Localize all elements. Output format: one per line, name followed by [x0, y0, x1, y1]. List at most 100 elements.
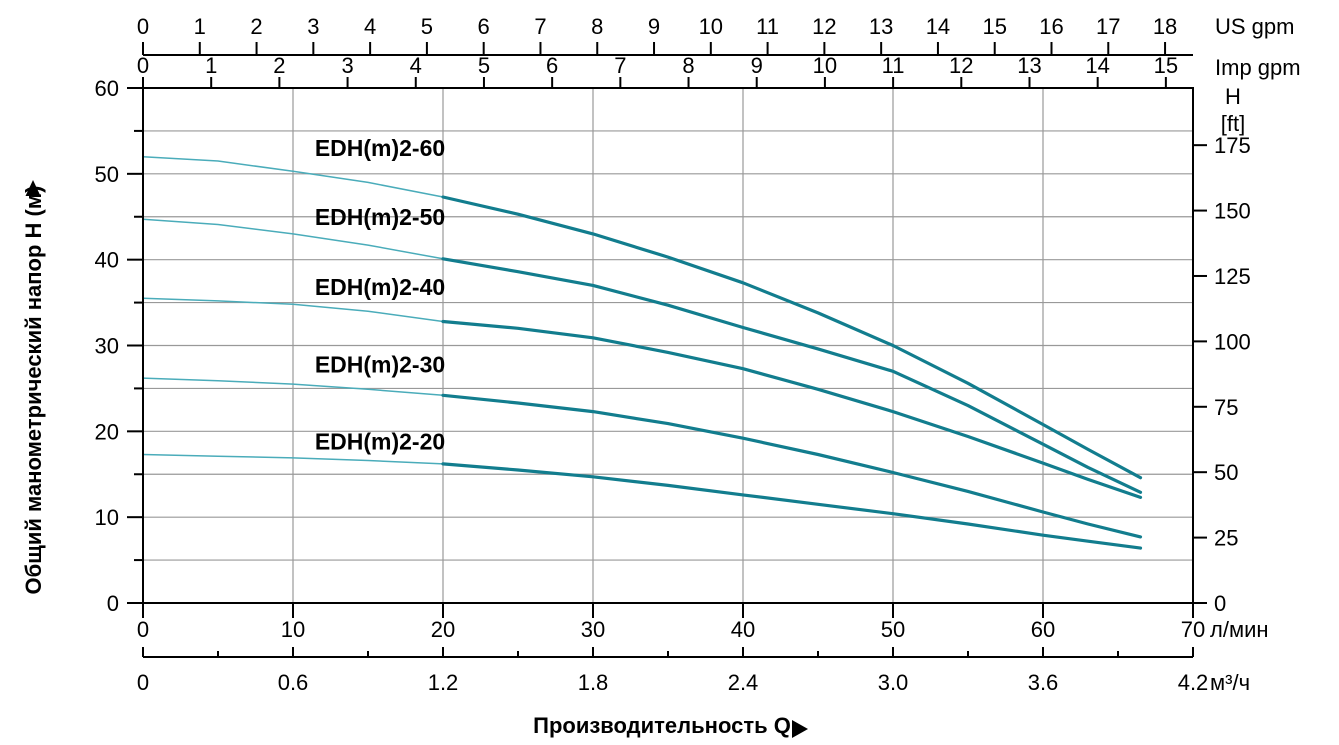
m3h-tick-label: 3.6: [1028, 670, 1059, 695]
right-axis-unit-h: H: [1225, 84, 1241, 109]
m3h-tick-label: 2.4: [728, 670, 759, 695]
m3h-tick-label: 0: [137, 670, 149, 695]
imp-tick-label: 6: [546, 53, 558, 78]
us-tick-label: 5: [421, 14, 433, 39]
imp-tick-label: 14: [1085, 53, 1109, 78]
m3h-unit-label: м³/ч: [1210, 670, 1250, 695]
pump-curve-edh-m-2-30: [441, 393, 1143, 539]
lpm-unit-label: л/мин: [1210, 617, 1269, 642]
grid-lines: [143, 88, 1193, 603]
pump-curve-edh-m-2-30-lowflow: [142, 377, 444, 397]
m3h-tick-label: 1.8: [578, 670, 609, 695]
us-tick-label: 14: [926, 14, 950, 39]
y-tick-label: 0: [107, 591, 119, 616]
imp-tick-label: 5: [478, 53, 490, 78]
us-tick-label: 18: [1153, 14, 1177, 39]
ft-tick-label: 50: [1214, 460, 1238, 485]
pump-curves: [142, 155, 1143, 550]
us-tick-label: 13: [869, 14, 893, 39]
us-tick-label: 9: [648, 14, 660, 39]
us-tick-label: 11: [756, 14, 779, 39]
us-tick-label: 16: [1039, 14, 1063, 39]
us-tick-label: 3: [307, 14, 319, 39]
us-tick-label: 0: [137, 14, 149, 39]
ft-tick-label: 100: [1214, 329, 1251, 354]
m3h-tick-label: 1.2: [428, 670, 459, 695]
imp-tick-label: 9: [751, 53, 763, 78]
chart-generated-content: EDH(m)2-60 EDH(m)2-50 EDH(m)2-40 EDH(m)2-30…: [95, 14, 1251, 695]
imp-tick-label: 2: [273, 53, 285, 78]
y-tick-label: 50: [95, 162, 119, 187]
y-tick-label: 60: [95, 76, 119, 101]
pump-curve-edh-m-2-60: [441, 195, 1143, 480]
curve-label: EDH(m)2-20: [315, 429, 445, 455]
imp-tick-label: 7: [614, 53, 626, 78]
m3h-tick-label: 0.6: [278, 670, 309, 695]
lpm-tick-label: 70: [1181, 617, 1205, 642]
y-tick-label: 40: [95, 248, 119, 273]
imp-tick-label: 3: [341, 53, 353, 78]
curve-label: EDH(m)2-40: [315, 274, 445, 300]
y-tick-label: 10: [95, 505, 119, 530]
imp-tick-label: 4: [410, 53, 422, 78]
pump-curve-edh-m-2-50: [441, 257, 1143, 494]
curve-label: EDH(m)2-30: [315, 351, 445, 377]
x-axis-lpm: 0 10 20 30 40 50 60 70: [137, 603, 1205, 642]
y-tick-label: 20: [95, 419, 119, 444]
us-tick-label: 17: [1096, 14, 1120, 39]
y-tick-label: 30: [95, 334, 119, 359]
lpm-tick-label: 10: [281, 617, 305, 642]
imp-gpm-unit-label: Imp gpm: [1215, 55, 1301, 80]
us-tick-label: 4: [364, 14, 376, 39]
imp-tick-label: 13: [1017, 53, 1041, 78]
x-axis-title: Производительность Q: [533, 713, 791, 738]
pump-curve-edh-m-2-50-lowflow: [142, 218, 444, 260]
us-tick-label: 15: [982, 14, 1006, 39]
lpm-tick-label: 0: [137, 617, 149, 642]
pump-curve-edh-m-2-20: [441, 462, 1143, 550]
pump-curve-edh-m-2-20-lowflow: [142, 453, 444, 465]
pump-curve-edh-m-2-40-lowflow: [142, 297, 444, 323]
lpm-tick-label: 20: [431, 617, 455, 642]
x-axis-us-gpm: 0 1 2 3 4 5 6 7 8 9 10 11 12 13 14 15 16 17 18: [137, 14, 1193, 56]
us-tick-label: 10: [699, 14, 723, 39]
us-gpm-unit-label: US gpm: [1215, 14, 1294, 39]
curve-label: EDH(m)2-50: [315, 204, 445, 230]
ft-tick-label: 75: [1214, 395, 1238, 420]
imp-tick-label: 11: [882, 53, 905, 78]
imp-tick-label: 1: [205, 53, 217, 78]
y-axis-up-arrow-icon: [25, 180, 41, 196]
us-tick-label: 7: [534, 14, 546, 39]
x-axis-right-arrow-icon: [792, 720, 808, 738]
lpm-tick-label: 50: [881, 617, 905, 642]
lpm-tick-label: 30: [581, 617, 605, 642]
imp-tick-label: 0: [137, 53, 149, 78]
x-axis-imp-gpm: 0 1 2 3 4 5 6 7 8 9 10 11 12 13 14 15: [137, 53, 1178, 88]
x-axis-m3h: 0 0.6 1.2 1.8 2.4 3.0 3.6 4.2: [137, 647, 1208, 695]
us-tick-label: 2: [250, 14, 262, 39]
ft-tick-label: 25: [1214, 526, 1238, 551]
imp-tick-label: 10: [813, 53, 837, 78]
right-axis-unit-ft: [ft]: [1221, 111, 1245, 136]
pump-curve-edh-m-2-40: [441, 319, 1143, 499]
pump-curve-edh-m-2-60-lowflow: [142, 155, 444, 198]
imp-tick-label: 12: [949, 53, 973, 78]
ft-tick-label: 175: [1214, 133, 1251, 158]
ft-tick-label: 150: [1214, 199, 1251, 224]
y-axis-left: 0 10 20 30 40 50 60: [95, 76, 143, 616]
y-axis-title: Общий манометрический напор H (м): [21, 186, 46, 595]
lpm-tick-label: 40: [731, 617, 755, 642]
ft-tick-label: 0: [1214, 591, 1226, 616]
us-tick-label: 12: [812, 14, 836, 39]
us-tick-label: 8: [591, 14, 603, 39]
imp-tick-label: 8: [682, 53, 694, 78]
m3h-tick-label: 4.2: [1178, 670, 1209, 695]
curve-label: EDH(m)2-60: [315, 135, 445, 161]
lpm-tick-label: 60: [1031, 617, 1055, 642]
imp-tick-label: 15: [1154, 53, 1178, 78]
us-tick-label: 6: [478, 14, 490, 39]
us-tick-label: 1: [194, 14, 206, 39]
m3h-tick-label: 3.0: [878, 670, 909, 695]
